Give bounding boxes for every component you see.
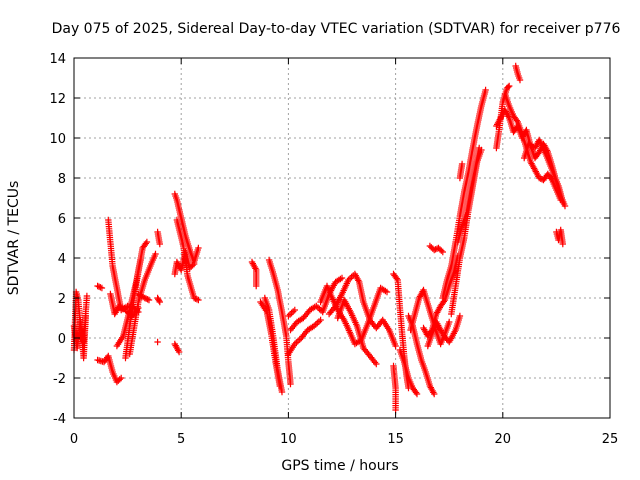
data-point-marker [412,389,420,396]
tick-layer: 0 5 10 15 20 25 -4 -2 0 2 4 6 8 10 12 14 [49,52,618,447]
x-tick-label: 15 [387,432,404,447]
data-point-marker [561,202,569,210]
data-point-marker [559,198,566,206]
data-point-marker [152,250,159,258]
data-point-marker [559,240,566,248]
data-point-marker [144,296,151,303]
data-point-marker [290,308,297,315]
data-point-marker [393,275,400,282]
y-tick-label: 14 [49,52,66,67]
data-point-marker [137,256,144,264]
data-point-marker [116,376,123,383]
data-point-marker [82,312,89,320]
y-tick-label: 0 [58,332,66,347]
x-tick-label: 20 [495,432,512,447]
x-tick-label: 25 [602,432,619,447]
data-point-marker [175,348,183,356]
data-point-marker [482,86,489,94]
data-point-marker [516,76,524,84]
data-point-marker [439,248,446,256]
grid-layer [74,58,610,418]
data-point-marker [145,296,153,304]
data-point-marker [193,296,201,303]
data-point-marker [458,160,466,168]
y-tick-label: 8 [58,172,66,187]
y-tick-label: 2 [58,292,66,307]
data-point-marker [195,244,202,252]
y-tick-label: -2 [53,372,66,387]
plot-frame [73,57,611,419]
data-point-marker [317,316,324,324]
data-point-marker [190,294,198,302]
data-point-marker [413,390,421,398]
data-point-marker [195,296,202,304]
data-point-marker [143,238,151,246]
data-point-marker [431,390,438,398]
data-point-marker [253,282,260,290]
data-point-marker [536,174,543,182]
data-point-marker [513,117,520,124]
data-point-marker [83,292,91,300]
chart-title: Day 075 of 2025, Sidereal Day-to-day VTE… [52,21,621,37]
x-tick-label: 5 [177,432,185,447]
x-tick-label: 10 [280,432,297,447]
y-axis-label: SDTVAR / TECUs [6,181,22,296]
data-point-marker [156,240,163,248]
y-tick-label: 12 [49,92,66,107]
data-point-marker [383,288,391,296]
data-point-marker [97,284,104,291]
data-point-marker [142,240,149,247]
x-axis-label: GPS time / hours [281,458,398,474]
y-tick-label: 4 [58,252,66,267]
data-point-marker [189,262,196,269]
data-point-marker [440,298,447,305]
marker-layer [70,62,569,414]
data-point-marker [373,360,380,368]
data-point-marker [286,311,294,318]
data-point-marker [98,284,106,292]
data-point-marker [314,304,322,311]
data-point-marker [338,274,346,282]
data-point-marker [291,306,298,314]
data-point-marker [438,247,445,254]
data-point-marker [456,312,464,320]
data-point-marker [446,318,453,326]
data-point-marker [94,282,101,290]
y-tick-label: -4 [53,412,66,427]
data-point-marker [476,144,483,152]
y-tick-label: 6 [58,212,66,227]
data-point-marker [287,380,294,388]
data-point-marker [154,338,161,346]
data-point-marker [288,309,295,317]
x-tick-label: 0 [70,432,78,447]
data-point-marker [155,297,163,304]
data-point-marker [156,298,163,306]
data-point-marker [505,83,512,91]
data-point-marker [506,82,513,90]
data-point-marker [278,388,286,396]
data-point-marker [118,374,125,382]
data-point-marker [431,246,438,254]
data-point-marker [392,342,399,350]
y-tick-label: 10 [49,132,66,147]
data-point-marker [141,294,148,302]
